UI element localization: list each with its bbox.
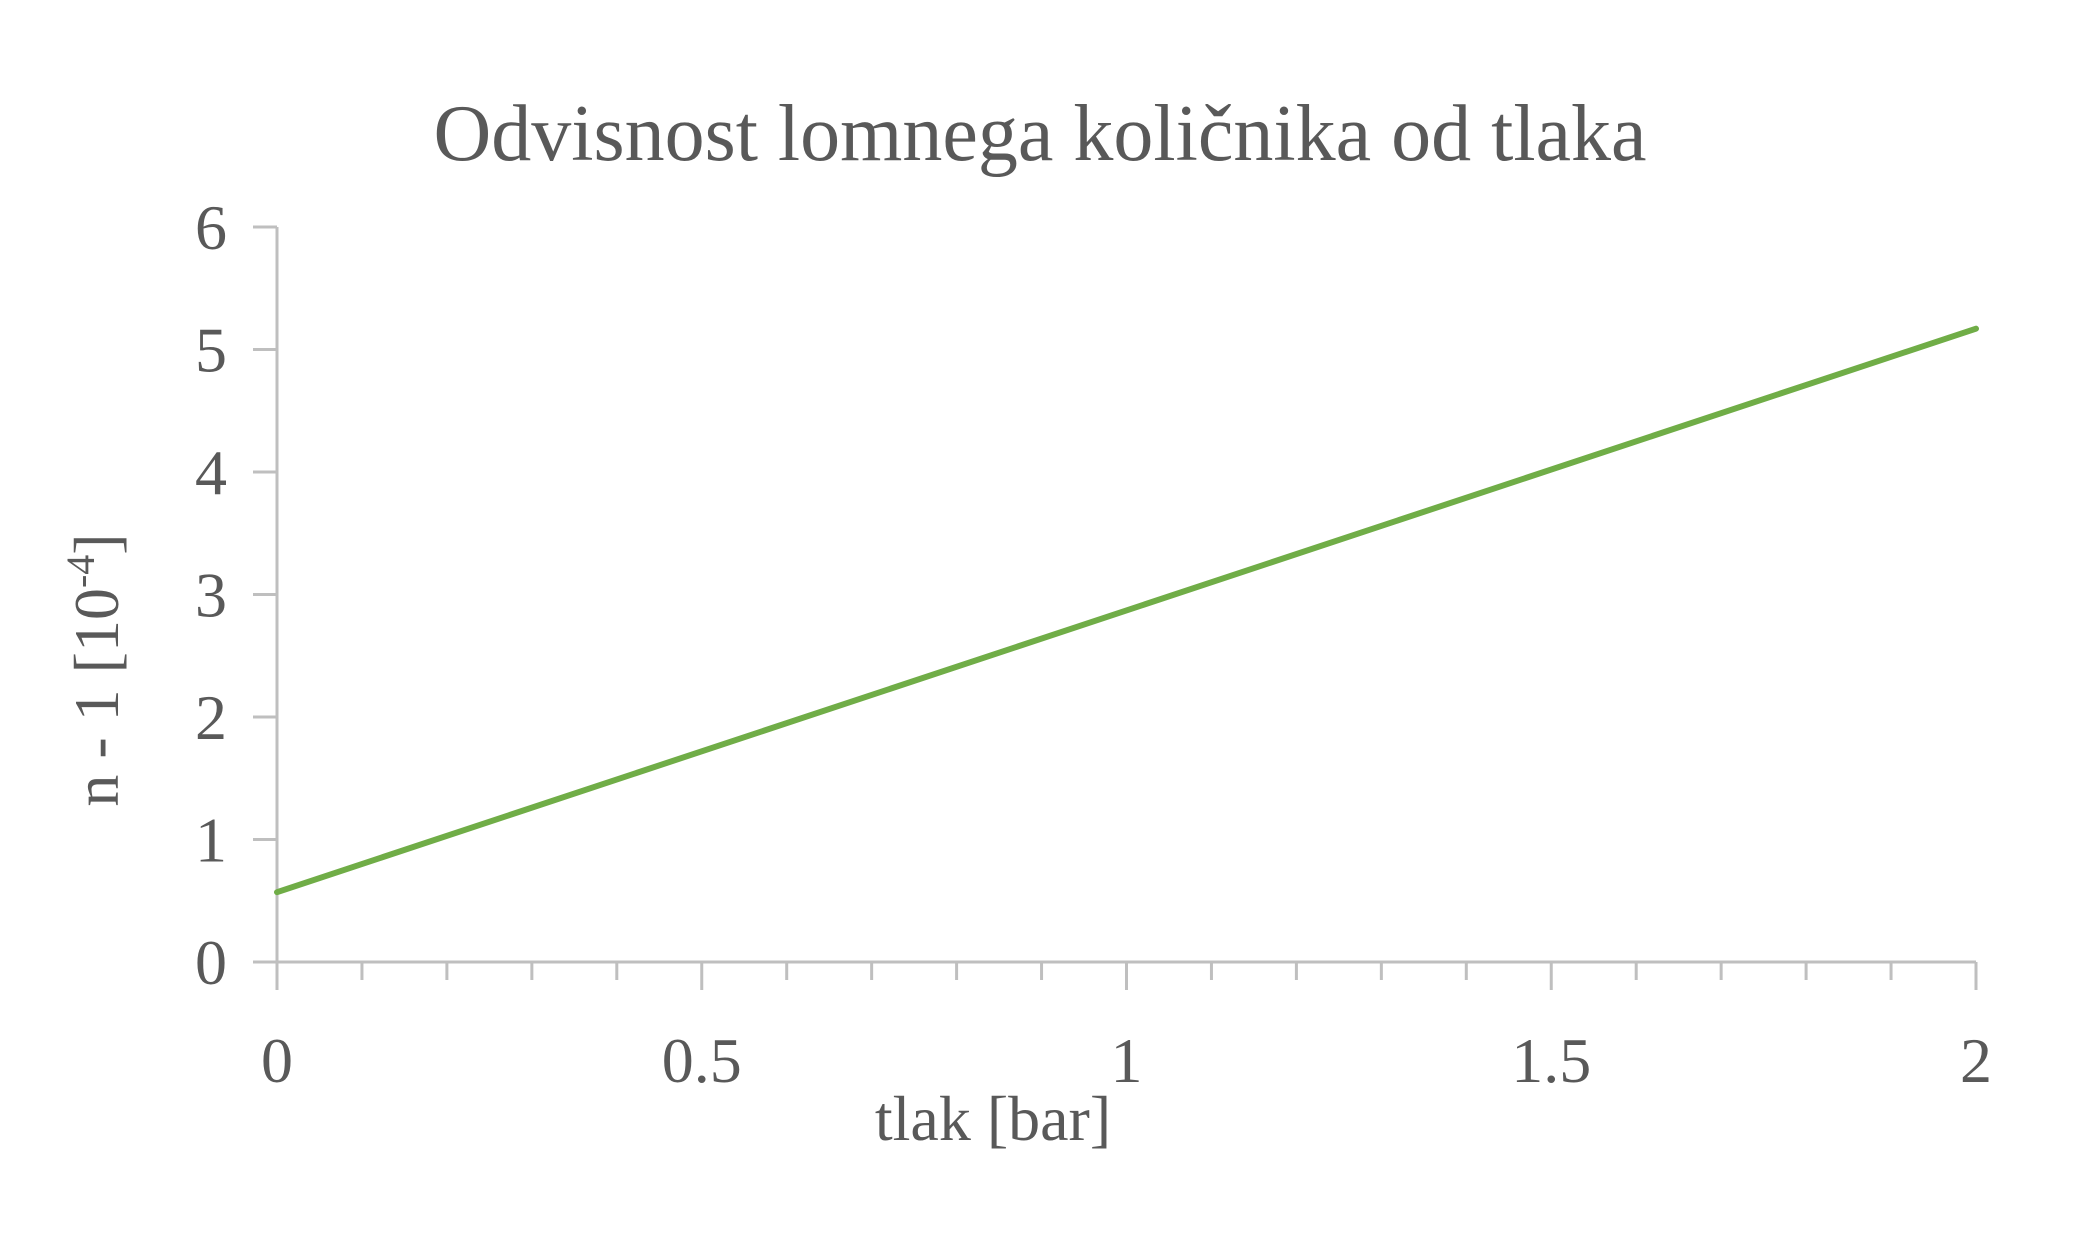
y-axis-label-sup: -4 [58,555,103,588]
x-tick-label: 1.5 [1511,1025,1591,1096]
chart-title: Odvisnost lomnega količnika od tlaka [433,90,1646,178]
y-tick-label: 2 [195,682,227,753]
y-tick-label: 1 [195,805,227,876]
y-tick-label: 5 [195,315,227,386]
x-tick-label: 2 [1960,1025,1992,1096]
y-axis-label-main: n - 1 [10 [61,588,132,807]
y-tick-label: 3 [195,560,227,631]
y-tick-label: 0 [195,927,227,998]
x-axis-label: tlak [bar] [875,1083,1111,1154]
series-line [274,325,1979,896]
x-tick-label: 0 [261,1025,293,1096]
y-axis-label: n - 1 [10-4] [58,533,132,806]
x-tick-label: 0.5 [662,1025,742,1096]
y-tick-label: 4 [195,437,227,508]
x-tick-label: 1 [1111,1025,1143,1096]
y-tick-label: 6 [195,192,227,263]
y-axis-label-end: ] [61,533,132,554]
